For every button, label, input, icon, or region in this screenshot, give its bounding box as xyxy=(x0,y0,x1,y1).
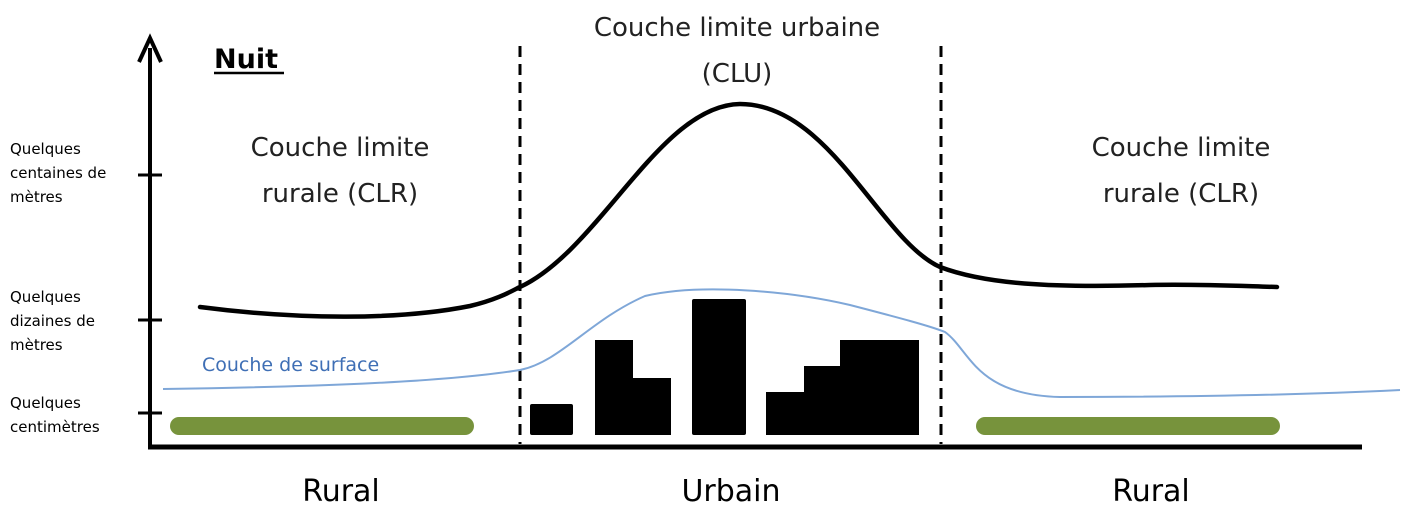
y-label-cm-line1: Quelques xyxy=(10,394,81,412)
clr-right-label-line2: rurale (CLR) xyxy=(1103,179,1259,209)
vegetation-right xyxy=(976,417,1280,435)
surface-layer-curve xyxy=(162,288,1401,399)
zone-labels: Rural Urbain Rural xyxy=(302,474,1190,508)
region-labels: Couche limite urbaine (CLU) Couche limit… xyxy=(251,13,1271,209)
zone-label-urban: Urbain xyxy=(681,474,780,508)
zone-label-rural-left: Rural xyxy=(302,474,380,508)
building-4 xyxy=(766,340,919,435)
y-tick-labels: Quelques centaines de mètres Quelques di… xyxy=(10,140,106,436)
vegetation-left xyxy=(170,417,474,435)
surface-layer-label: Couche de surface xyxy=(202,354,379,376)
y-label-cm-line2: centimètres xyxy=(10,418,100,436)
axes xyxy=(137,33,1362,450)
buildings xyxy=(530,299,919,435)
y-label-tens-line1: Quelques xyxy=(10,288,81,306)
building-1 xyxy=(530,404,573,435)
y-axis-arrowhead xyxy=(137,33,163,63)
y-label-tens-line2: dizaines de xyxy=(10,312,95,330)
clu-label-line1: Couche limite urbaine xyxy=(594,13,880,43)
clr-left-label-line2: rurale (CLR) xyxy=(262,179,418,209)
clr-right-label-line1: Couche limite xyxy=(1092,133,1271,163)
zone-label-rural-right: Rural xyxy=(1112,474,1190,508)
y-label-hundreds-line1: Quelques xyxy=(10,140,81,158)
y-label-hundreds-line3: mètres xyxy=(10,188,63,206)
clu-label-line2: (CLU) xyxy=(702,59,773,89)
building-3 xyxy=(692,299,746,435)
vegetation xyxy=(170,417,1280,435)
night-title: Nuit xyxy=(214,44,278,75)
y-label-hundreds-line2: centaines de xyxy=(10,164,106,182)
clr-left-label-line1: Couche limite xyxy=(251,133,430,163)
y-label-tens-line3: mètres xyxy=(10,336,63,354)
boundary-layer-curve xyxy=(197,101,1280,319)
building-2 xyxy=(595,340,671,435)
